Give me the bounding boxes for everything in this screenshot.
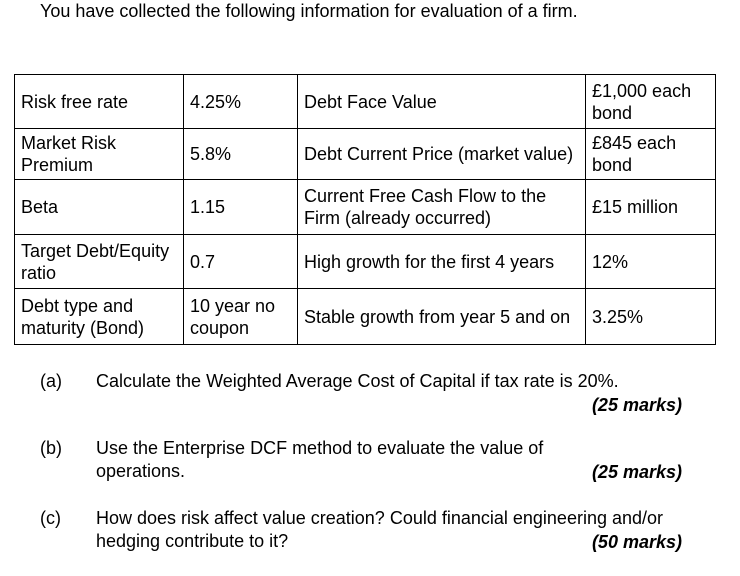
table-cell: Debt type and maturity (Bond) <box>14 288 184 345</box>
table-cell: £1,000 each bond <box>585 74 716 129</box>
table-row: Beta 1.15 Current Free Cash Flow to the … <box>14 179 716 235</box>
table-cell: 0.7 <box>183 234 298 289</box>
question-text: Use the Enterprise DCF method to evaluat… <box>96 438 544 481</box>
question-marks: (25 marks) <box>591 462 682 482</box>
table-row: Risk free rate 4.25% Debt Face Value £1,… <box>14 74 716 129</box>
table-cell: 1.15 <box>183 179 298 235</box>
table-cell: Market Risk Premium <box>14 128 184 180</box>
table-cell: Risk free rate <box>14 74 184 129</box>
table-cell: 5.8% <box>183 128 298 180</box>
table-row: Debt type and maturity (Bond) 10 year no… <box>14 288 716 345</box>
question-text: How does risk affect value creation? Cou… <box>96 508 664 551</box>
info-table: Risk free rate 4.25% Debt Face Value £1,… <box>14 74 716 345</box>
question-text: Calculate the Weighted Average Cost of C… <box>96 371 619 391</box>
table-cell: £845 each bond <box>585 128 716 180</box>
intro-text: You have collected the following informa… <box>40 1 578 21</box>
question-label: (c) <box>40 508 61 528</box>
table-cell: 12% <box>585 234 716 289</box>
table-cell: Beta <box>14 179 184 235</box>
table-cell: High growth for the first 4 years <box>297 234 586 289</box>
question-c: (c) How does risk affect value creation?… <box>40 507 682 555</box>
table-row: Market Risk Premium 5.8% Debt Current Pr… <box>14 128 716 180</box>
table-cell: 4.25% <box>183 74 298 129</box>
question-a: (a) Calculate the Weighted Average Cost … <box>40 370 682 418</box>
question-marks: (50 marks) <box>591 532 682 552</box>
table-cell: 10 year no coupon <box>183 288 298 345</box>
question-marks: (25 marks) <box>591 395 682 415</box>
question-label: (a) <box>40 371 62 391</box>
table-cell: £15 million <box>585 179 716 235</box>
table-cell: 3.25% <box>585 288 716 345</box>
table-cell: Current Free Cash Flow to the Firm (alre… <box>297 179 586 235</box>
table-cell: Target Debt/Equity ratio <box>14 234 184 289</box>
table-row: Target Debt/Equity ratio 0.7 High growth… <box>14 234 716 289</box>
table-cell: Stable growth from year 5 and on <box>297 288 586 345</box>
question-label: (b) <box>40 438 62 458</box>
question-b: (b) Use the Enterprise DCF method to eva… <box>40 437 682 485</box>
table-cell: Debt Current Price (market value) <box>297 128 586 180</box>
table-cell: Debt Face Value <box>297 74 586 129</box>
